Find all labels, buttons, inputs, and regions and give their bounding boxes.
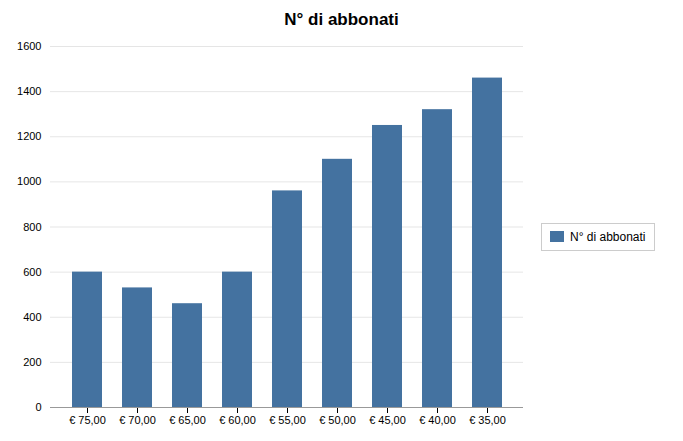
html-text:N° di abbonati: N° di abbonati xyxy=(570,229,646,244)
svg-text:600: 600 xyxy=(23,266,41,278)
svg-text:400: 400 xyxy=(23,311,41,323)
svg-text:1200: 1200 xyxy=(17,130,41,142)
svg-text:800: 800 xyxy=(23,221,41,233)
html-text:N° di abbonati: N° di abbonati xyxy=(284,10,399,29)
svg-text:€ 75,00: € 75,00 xyxy=(69,414,106,426)
svg-text:€ 40,00: € 40,00 xyxy=(419,414,456,426)
svg-text:€ 65,00: € 65,00 xyxy=(169,414,206,426)
svg-text:€ 70,00: € 70,00 xyxy=(119,414,156,426)
svg-text:200: 200 xyxy=(23,356,41,368)
svg-text:€ 50,00: € 50,00 xyxy=(319,414,356,426)
svg-text:1000: 1000 xyxy=(17,175,41,187)
svg-text:0: 0 xyxy=(35,401,41,413)
svg-text:€ 45,00: € 45,00 xyxy=(369,414,406,426)
svg-text:1400: 1400 xyxy=(17,85,41,97)
svg-text:€ 35,00: € 35,00 xyxy=(469,414,506,426)
svg-text:€ 55,00: € 55,00 xyxy=(269,414,306,426)
svg-text:1600: 1600 xyxy=(17,40,41,52)
svg-text:€ 60,00: € 60,00 xyxy=(219,414,256,426)
